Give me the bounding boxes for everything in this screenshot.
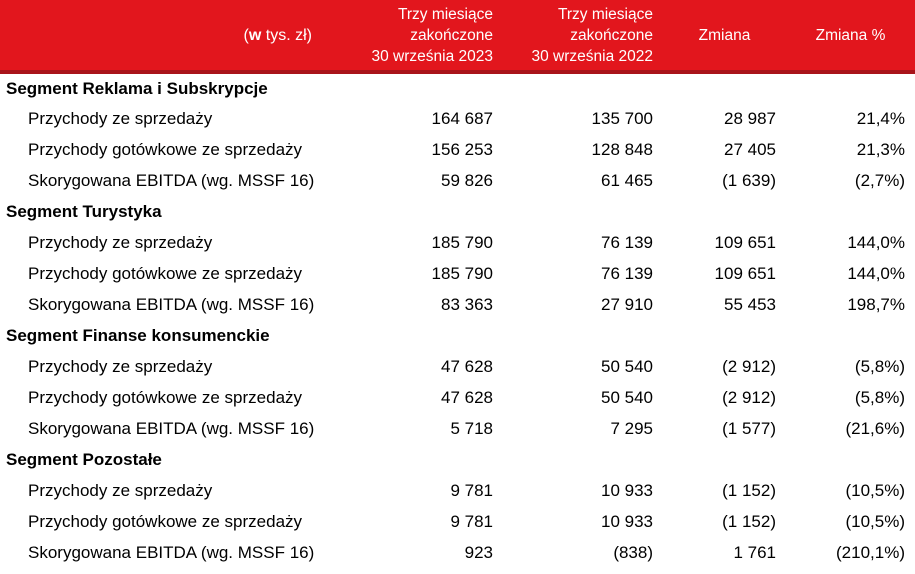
cell-change: 109 651 (714, 263, 776, 283)
cell-change: (2 912) (722, 387, 776, 407)
column-header-period-2022: Trzy miesiące zakończone 30 września 202… (503, 0, 663, 74)
cell-period-2022: 50 540 (601, 387, 653, 407)
column-header-change-percent: Zmiana % (786, 0, 915, 74)
header-line: Trzy miesiące (557, 6, 653, 23)
row-label: Skorygowana EBITDA (wg. MSSF 16) (28, 418, 315, 438)
unit-label-bold: w (248, 26, 262, 44)
cell-period-2022: 27 910 (601, 294, 653, 314)
table-row: Skorygowana EBITDA (wg. MSSF 16) 83 363 27… (0, 289, 915, 320)
table-row: Przychody ze sprzedaży 9 781 10 933 (1 152)… (0, 475, 915, 506)
section-header-row: Segment Turystyka (0, 196, 915, 227)
cell-period-2022: 10 933 (601, 511, 653, 531)
table-row: Skorygowana EBITDA (wg. MSSF 16) 5 718 7 2… (0, 413, 915, 444)
row-label: Przychody gotówkowe ze sprzedaży (28, 139, 303, 159)
cell-change-percent: 144,0% (847, 263, 905, 283)
unit-label-post: tys. zł) (261, 26, 312, 44)
row-label: Przychody ze sprzedaży (28, 480, 213, 500)
column-header-change: Zmiana (663, 0, 786, 74)
cell-period-2022: (838) (613, 542, 653, 562)
cell-period-2023: 47 628 (441, 387, 493, 407)
section-title: Segment Finanse konsumenckie (6, 325, 270, 345)
cell-period-2023: 156 253 (431, 139, 493, 159)
table-row: Przychody ze sprzedaży 164 687 135 700 28 9… (0, 103, 915, 134)
cell-period-2023: 5 718 (450, 418, 493, 438)
row-label: Przychody ze sprzedaży (28, 108, 213, 128)
cell-change-percent: (10,5%) (845, 480, 905, 500)
header-line: zakończone (570, 27, 653, 44)
cell-period-2023: 9 781 (450, 511, 493, 531)
cell-period-2022: 10 933 (601, 480, 653, 500)
cell-change-percent: (10,5%) (845, 511, 905, 531)
table-row: Przychody gotówkowe ze sprzedaży 47 628 50… (0, 382, 915, 413)
row-label: Przychody ze sprzedaży (28, 232, 213, 252)
cell-period-2022: 76 139 (601, 232, 653, 252)
table-row: Przychody gotówkowe ze sprzedaży 9 781 10 … (0, 506, 915, 537)
cell-change-percent: (21,6%) (845, 418, 905, 438)
section-header-row: Segment Finanse konsumenckie (0, 320, 915, 351)
row-label: Skorygowana EBITDA (wg. MSSF 16) (28, 294, 315, 314)
cell-period-2023: 923 (464, 542, 493, 562)
cell-change: (1 577) (722, 418, 776, 438)
header-line: Trzy miesiące (397, 6, 493, 23)
table-body: Segment Reklama i Subskrypcje Przychody z… (0, 72, 915, 568)
cell-change-percent: (5,8%) (854, 356, 905, 376)
cell-period-2022: 50 540 (601, 356, 653, 376)
unit-label: (w tys. zł) (0, 0, 320, 74)
section-title: Segment Reklama i Subskrypcje (6, 78, 268, 98)
cell-period-2022: 128 848 (591, 139, 653, 159)
cell-change: (1 152) (722, 511, 776, 531)
cell-period-2023: 185 790 (431, 232, 493, 252)
cell-period-2022: 76 139 (601, 263, 653, 283)
table-row: Przychody ze sprzedaży 185 790 76 139 109 6… (0, 227, 915, 258)
cell-period-2022: 61 465 (601, 170, 653, 190)
cell-change: (2 912) (722, 356, 776, 376)
cell-change: (1 152) (722, 480, 776, 500)
cell-period-2022: 7 295 (610, 418, 653, 438)
cell-change-percent: 144,0% (847, 232, 905, 252)
cell-period-2023: 47 628 (441, 356, 493, 376)
row-label: Przychody ze sprzedaży (28, 356, 213, 376)
cell-change-percent: 198,7% (847, 294, 905, 314)
row-label: Przychody gotówkowe ze sprzedaży (28, 263, 303, 283)
section-header-row: Segment Pozostałe (0, 444, 915, 475)
cell-period-2023: 83 363 (441, 294, 493, 314)
cell-period-2023: 185 790 (431, 263, 493, 283)
table-row: Przychody gotówkowe ze sprzedaży 185 790 7… (0, 258, 915, 289)
section-header-row: Segment Reklama i Subskrypcje (0, 72, 915, 103)
cell-change-percent: (210,1%) (836, 542, 905, 562)
cell-change: 55 453 (724, 294, 776, 314)
row-label: Skorygowana EBITDA (wg. MSSF 16) (28, 542, 315, 562)
table-row: Przychody ze sprzedaży 47 628 50 540 (2 912… (0, 351, 915, 382)
cell-change-percent: 21,3% (856, 139, 905, 159)
cell-change: 109 651 (714, 232, 776, 252)
row-label: Skorygowana EBITDA (wg. MSSF 16) (28, 170, 315, 190)
row-label: Przychody gotówkowe ze sprzedaży (28, 387, 303, 407)
cell-period-2022: 135 700 (591, 108, 653, 128)
header-line: 30 września 2022 (531, 48, 654, 65)
table-header: (w tys. zł) Trzy miesiące zakończone 30 … (0, 0, 915, 74)
section-title: Segment Pozostałe (6, 449, 162, 469)
table-row: Skorygowana EBITDA (wg. MSSF 16) 59 826 61… (0, 165, 915, 196)
header-line: zakończone (410, 27, 493, 44)
header-line: 30 września 2023 (371, 48, 494, 65)
cell-change: 28 987 (724, 108, 776, 128)
cell-change-percent: 21,4% (856, 108, 905, 128)
row-label: Przychody gotówkowe ze sprzedaży (28, 511, 303, 531)
cell-change-percent: (2,7%) (854, 170, 905, 190)
column-header-period-2023: Trzy miesiące zakończone 30 września 202… (320, 0, 503, 74)
cell-change: 1 761 (733, 542, 776, 562)
table-header-row: (w tys. zł) Trzy miesiące zakończone 30 … (0, 0, 915, 74)
cell-period-2023: 9 781 (450, 480, 493, 500)
cell-change: (1 639) (722, 170, 776, 190)
unit-label-pre: ( (243, 26, 249, 44)
section-title: Segment Turystyka (6, 201, 162, 221)
cell-period-2023: 59 826 (441, 170, 493, 190)
table-row: Skorygowana EBITDA (wg. MSSF 16) 923 (838)… (0, 537, 915, 568)
cell-period-2023: 164 687 (431, 108, 493, 128)
cell-change-percent: (5,8%) (854, 387, 905, 407)
table-row: Przychody gotówkowe ze sprzedaży 156 253 1… (0, 134, 915, 165)
cell-change: 27 405 (724, 139, 776, 159)
